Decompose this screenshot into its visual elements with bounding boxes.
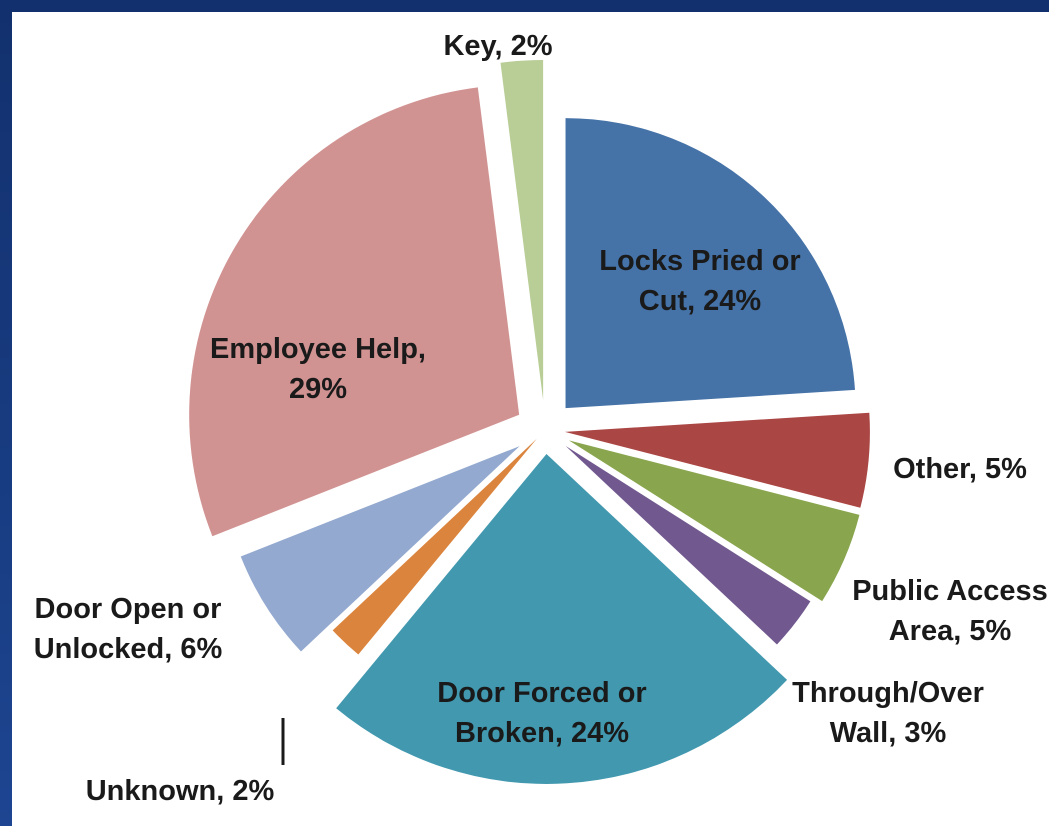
data-label-line: Broken, 24%	[455, 717, 629, 749]
data-label-line: Employee Help,	[210, 333, 426, 365]
data-label-employee-help: Employee Help, 29%	[210, 333, 426, 405]
data-label-key: Key, 2%	[443, 30, 552, 62]
data-label-line: Cut, 24%	[639, 285, 762, 317]
data-label-other: Other, 5%	[893, 453, 1027, 485]
pie-slice-key	[500, 60, 544, 401]
data-label-unknown: Unknown, 2%	[86, 775, 275, 807]
pie-slice-through-over-wall	[565, 445, 811, 645]
data-label-line: Unlocked, 6%	[34, 633, 223, 665]
data-label-line: Door Open or	[35, 593, 222, 625]
data-label-line: Wall, 3%	[830, 717, 947, 749]
pie-slice-employee-help	[189, 87, 520, 537]
pie-slice-door-open-or-unlocked	[240, 446, 520, 652]
data-label-door-open-or-unlocked: Door Open or Unlocked, 6%	[34, 593, 223, 665]
pie-slice-unknown	[332, 438, 537, 655]
labels-group: Locks Pried or Cut, 24% Other, 5% Public Ac…	[34, 30, 1048, 807]
data-label-locks-pried-or-cut: Locks Pried or Cut, 24%	[599, 245, 800, 317]
pie-slice-door-forced-or-broken	[336, 453, 788, 784]
pie-slice-other	[564, 412, 870, 508]
slices-group	[189, 60, 870, 784]
data-label-public-access-area: Public Access Area, 5%	[852, 575, 1048, 647]
pie-slice-public-access-area	[568, 440, 860, 602]
data-label-line: Locks Pried or	[599, 245, 800, 277]
data-label-line: Unknown, 2%	[86, 775, 275, 807]
data-label-line: Door Forced or	[437, 677, 646, 709]
data-label-line: Area, 5%	[889, 615, 1012, 647]
data-label-line: 29%	[289, 373, 347, 405]
data-label-through-over-wall: Through/Over Wall, 3%	[792, 677, 984, 749]
data-label-door-forced-or-broken: Door Forced or Broken, 24%	[437, 677, 646, 749]
data-label-line: Public Access	[852, 575, 1048, 607]
data-label-line: Through/Over	[792, 677, 984, 709]
data-label-line: Key, 2%	[443, 30, 552, 62]
data-label-line: Other, 5%	[893, 453, 1027, 485]
pie-slice-locks-pried-or-cut	[565, 118, 855, 409]
